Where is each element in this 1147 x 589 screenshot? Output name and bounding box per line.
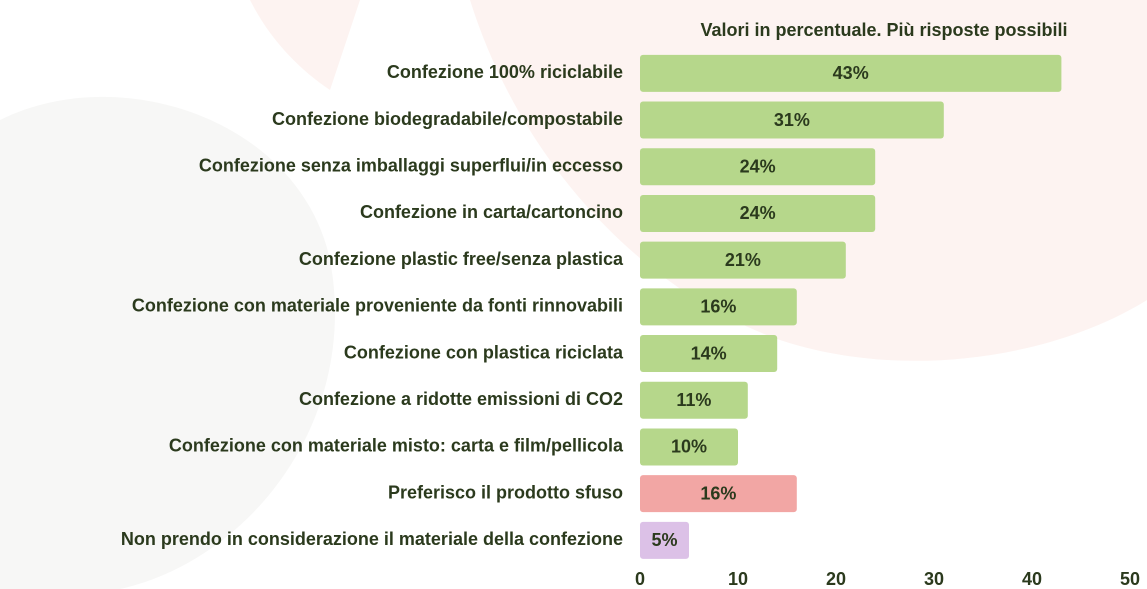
category-label: Confezione a ridotte emissioni di CO2 <box>299 389 623 409</box>
category-label: Confezione senza imballaggi superflui/in… <box>199 156 623 176</box>
data-label: 31% <box>774 110 810 130</box>
data-label: 16% <box>700 297 736 317</box>
data-label: 16% <box>700 483 736 503</box>
chart-subtitle: Valori in percentuale. Più risposte poss… <box>700 20 1067 40</box>
category-label: Confezione biodegradabile/compostabile <box>272 109 623 129</box>
data-label: 11% <box>676 390 711 410</box>
x-tick-label: 40 <box>1022 569 1042 589</box>
data-label: 21% <box>725 250 761 270</box>
x-tick-label: 30 <box>924 569 944 589</box>
category-label: Confezione con materiale misto: carta e … <box>169 436 624 456</box>
x-tick-label: 0 <box>635 569 645 589</box>
category-label: Preferisco il prodotto sfuso <box>388 482 623 502</box>
x-tick-label: 20 <box>826 569 846 589</box>
chart: Valori in percentuale. Più risposte poss… <box>0 0 1147 589</box>
category-label: Confezione con plastica riciclata <box>344 342 624 362</box>
data-label: 24% <box>740 203 776 223</box>
category-label: Non prendo in considerazione il material… <box>121 529 623 549</box>
x-tick-label: 10 <box>728 569 748 589</box>
category-label: Confezione 100% riciclabile <box>387 62 623 82</box>
category-label: Confezione plastic free/senza plastica <box>299 249 624 269</box>
data-label: 14% <box>691 343 727 363</box>
category-label: Confezione in carta/cartoncino <box>360 202 623 222</box>
data-label: 24% <box>740 157 776 177</box>
data-label: 10% <box>671 437 707 457</box>
category-label: Confezione con materiale proveniente da … <box>132 296 623 316</box>
data-label: 43% <box>833 63 869 83</box>
data-label: 5% <box>651 530 677 550</box>
x-tick-label: 50 <box>1120 569 1140 589</box>
